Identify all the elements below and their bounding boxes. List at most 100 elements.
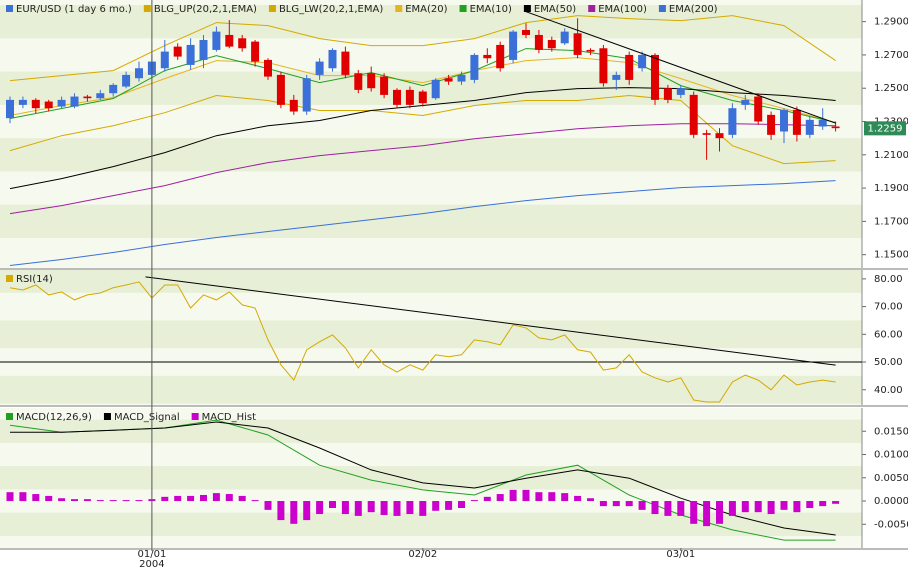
- y-tick-label: 40.00: [874, 385, 903, 396]
- histogram-bar: [561, 493, 569, 502]
- legend-label: EMA(200): [669, 4, 718, 15]
- candle-body: [57, 99, 66, 107]
- candle-body: [135, 68, 143, 79]
- histogram-bar: [58, 498, 66, 502]
- y-tick-label: 1.2700: [874, 50, 908, 61]
- grid-band: [0, 466, 862, 490]
- candle-body: [186, 44, 195, 65]
- histogram-bar: [19, 492, 27, 502]
- candle-body: [341, 51, 350, 75]
- histogram-bar: [470, 500, 478, 502]
- candle-body: [509, 31, 518, 60]
- histogram-bar: [458, 501, 465, 508]
- candle-body: [457, 74, 466, 82]
- y-tick-label: -0.0050: [874, 519, 908, 530]
- candle-body: [483, 54, 492, 59]
- legend-swatch: [395, 5, 403, 12]
- candle-body: [6, 99, 14, 119]
- histogram-bar: [406, 501, 414, 515]
- y-tick-label: 1.2500: [874, 83, 908, 94]
- y-tick-label: 1.2100: [874, 150, 908, 161]
- candle-body: [328, 49, 337, 69]
- candle-body: [534, 34, 543, 50]
- candle-body: [44, 101, 53, 109]
- candle-body: [418, 91, 427, 104]
- legend-swatch: [143, 5, 151, 12]
- trend-line: [525, 11, 836, 124]
- trend-line: [145, 276, 836, 366]
- candle-body: [302, 78, 311, 112]
- series-line: [9, 123, 836, 215]
- grid-band: [0, 270, 862, 293]
- candle-body: [173, 46, 182, 57]
- candle-body: [109, 84, 118, 94]
- histogram-bar: [96, 500, 104, 502]
- grid-band: [0, 512, 862, 536]
- histogram-bar: [664, 501, 672, 516]
- histogram-bar: [393, 501, 401, 516]
- legend-swatch: [6, 275, 13, 282]
- histogram-bar: [83, 499, 91, 502]
- histogram-bar: [625, 501, 633, 507]
- series-line: [9, 281, 836, 403]
- grid-band: [0, 204, 862, 239]
- candle-body: [651, 54, 659, 100]
- histogram-bar: [161, 496, 169, 502]
- candle-body: [160, 51, 169, 69]
- histogram-bar: [290, 501, 298, 524]
- candle-body: [754, 96, 763, 122]
- candle-body: [612, 74, 621, 80]
- histogram-bar: [122, 500, 130, 502]
- candle-body: [444, 78, 453, 82]
- histogram-bar: [767, 501, 775, 515]
- candle-body: [380, 76, 389, 95]
- histogram-bar: [225, 494, 233, 502]
- candle-body: [638, 54, 647, 69]
- histogram-bar: [806, 501, 814, 508]
- series-line: [10, 421, 836, 536]
- candle-body: [289, 99, 298, 112]
- histogram-bar: [32, 494, 40, 502]
- histogram-bar: [367, 501, 375, 513]
- candle-body: [18, 99, 27, 105]
- candle-body: [625, 54, 634, 80]
- histogram-bar: [419, 501, 427, 516]
- histogram-bar: [703, 501, 711, 527]
- candle-body: [547, 39, 556, 49]
- histogram-bar: [716, 501, 723, 524]
- legend-swatch: [103, 413, 111, 420]
- candle-body: [702, 133, 711, 135]
- histogram-bar: [251, 500, 259, 502]
- candle-body: [405, 89, 414, 105]
- last-price-label: 1.2259: [868, 123, 903, 134]
- grid-band: [0, 71, 862, 105]
- grid-band: [0, 320, 862, 349]
- candle-body: [573, 33, 582, 55]
- legend-label: EMA(100): [598, 4, 647, 15]
- candle-body: [96, 93, 105, 99]
- histogram-bar: [819, 501, 827, 507]
- histogram-bar: [651, 501, 659, 515]
- candle-body: [251, 41, 260, 62]
- histogram-bar: [445, 501, 453, 510]
- histogram-bar: [690, 501, 698, 524]
- histogram-bar: [483, 496, 491, 502]
- candle-body: [83, 96, 92, 99]
- candle-body: [663, 88, 672, 100]
- histogram-bar: [535, 492, 543, 502]
- histogram-bar: [612, 501, 620, 507]
- histogram-bar: [432, 501, 440, 511]
- histogram-bar: [780, 501, 788, 510]
- candle-body: [354, 73, 363, 90]
- legend-label: BLG_UP(20,2,1,EMA): [154, 4, 257, 15]
- grid-band: [0, 138, 862, 172]
- grid-band: [0, 4, 862, 39]
- candle-body: [780, 109, 788, 132]
- legend-label: MACD(12,26,9): [16, 412, 92, 423]
- y-tick-label: 1.1500: [874, 250, 908, 261]
- histogram-bar: [832, 501, 840, 504]
- histogram-bar: [496, 494, 504, 502]
- histogram-bar: [187, 495, 195, 502]
- histogram-bar: [587, 498, 594, 502]
